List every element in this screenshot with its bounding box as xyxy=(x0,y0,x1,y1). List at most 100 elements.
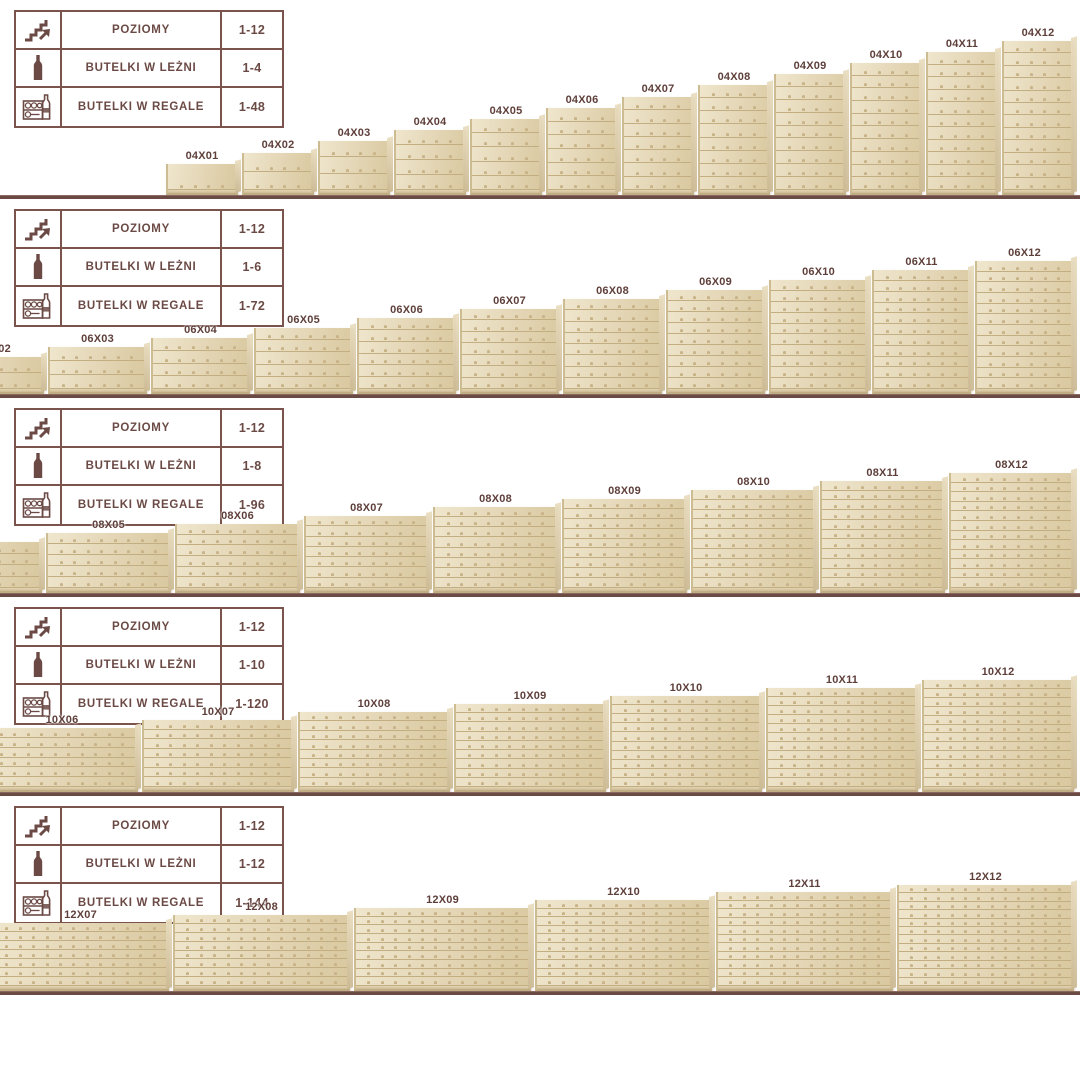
rack-item[interactable]: 08X12 xyxy=(949,459,1074,593)
rack-item[interactable]: 04X02 xyxy=(242,139,314,195)
bottle-cradle xyxy=(345,185,349,188)
bottle-cradle xyxy=(352,725,356,729)
bottle-cradle xyxy=(874,719,878,722)
rack-item[interactable]: 12X11 xyxy=(716,878,893,991)
rack-item[interactable]: 12X07 xyxy=(0,909,169,991)
rack-item[interactable]: 12X09 xyxy=(354,894,531,991)
bottle-cradle xyxy=(590,339,594,342)
rack-item[interactable]: 06X02 xyxy=(0,343,44,394)
bottle-cradle xyxy=(769,946,773,950)
rack-item[interactable]: 04X05 xyxy=(470,105,542,195)
bottle-cradle xyxy=(94,782,98,785)
bottle-cradle xyxy=(473,326,477,330)
bottle-cradle xyxy=(1016,683,1020,687)
rack-item[interactable]: 04X08 xyxy=(698,71,770,195)
bottle-cradle xyxy=(772,524,776,528)
rack-item[interactable]: 10X11 xyxy=(766,674,918,792)
bottle-cradle xyxy=(677,782,681,785)
bottle-cradle xyxy=(392,725,396,729)
rack-item[interactable]: 04X09 xyxy=(774,60,846,195)
bottle-cradle xyxy=(233,345,237,349)
bottle-cradle xyxy=(988,287,992,291)
bottle-cradle xyxy=(169,724,173,728)
rack-item[interactable]: 06X09 xyxy=(666,276,765,394)
rack-item[interactable]: 04X06 xyxy=(546,94,618,195)
bottle-cradle xyxy=(508,754,512,758)
bottle-cradle xyxy=(711,132,715,136)
rack-item[interactable]: 06X03 xyxy=(48,333,147,394)
rack-item[interactable]: 12X12 xyxy=(897,871,1074,991)
rack-item[interactable]: 06X07 xyxy=(460,295,559,394)
bottle-cradle xyxy=(421,155,425,158)
rack-item[interactable]: 08X07 xyxy=(304,502,429,593)
rack-item[interactable]: 08X04 xyxy=(0,528,42,593)
rack-item[interactable]: 06X11 xyxy=(872,256,971,394)
rack-illustration xyxy=(298,712,450,792)
rack-item[interactable]: 12X08 xyxy=(173,901,350,991)
bottle-cradle xyxy=(18,972,22,975)
bottle-cradle xyxy=(226,963,230,967)
rack-item[interactable]: 10X09 xyxy=(454,690,606,792)
rack-shelf xyxy=(951,473,1072,482)
rack-item[interactable]: 08X10 xyxy=(691,476,816,593)
rack-item[interactable]: 10X12 xyxy=(922,666,1074,792)
rack-item[interactable]: 08X09 xyxy=(562,485,687,593)
bottle-cradle xyxy=(112,936,116,939)
bottle-cradle xyxy=(447,963,451,967)
bottle-cradle xyxy=(311,725,315,729)
rack-item[interactable]: 04X03 xyxy=(318,127,390,195)
bottle-cradle xyxy=(398,336,402,340)
rack-item[interactable]: 08X11 xyxy=(820,467,945,593)
bottle-cradle xyxy=(280,981,283,984)
rack-item[interactable]: 04X12 xyxy=(1002,27,1074,195)
rack-item[interactable]: 08X06 xyxy=(175,510,300,593)
bottle-cradle xyxy=(914,544,918,548)
rack-item[interactable]: 10X06 xyxy=(0,714,138,792)
rack-item[interactable]: 04X11 xyxy=(926,38,998,195)
rack-item[interactable]: 04X01 xyxy=(166,150,238,195)
bottle-cradle xyxy=(801,107,805,111)
bottle-cradle xyxy=(1043,287,1047,291)
bottle-cradle xyxy=(963,981,967,984)
rack-item[interactable]: 08X05 xyxy=(46,519,171,593)
bottle-cradle xyxy=(487,963,491,967)
rack-shelf xyxy=(175,958,348,967)
bottle-cradle xyxy=(420,954,424,958)
bottle-cradle xyxy=(239,936,243,940)
bottle-cradle xyxy=(954,340,958,344)
bottle-cradle xyxy=(72,936,76,939)
rack-item[interactable]: 10X07 xyxy=(142,706,294,792)
rack-shelf xyxy=(874,344,969,356)
bottle-cradle xyxy=(576,339,580,342)
rack-item[interactable]: 06X04 xyxy=(151,324,250,394)
rack-item[interactable]: 04X10 xyxy=(850,49,922,195)
rack-item[interactable]: 06X12 xyxy=(975,247,1074,394)
rack-item[interactable]: 06X06 xyxy=(357,304,456,394)
spec-label-bottles-per-shelf: BUTELKI W LEŻNI xyxy=(62,50,222,86)
bottle-cradle xyxy=(885,384,889,387)
bottle-cradle xyxy=(500,572,504,576)
rack-item[interactable]: 10X10 xyxy=(610,682,762,792)
rack-item[interactable]: 06X08 xyxy=(563,285,662,394)
rack-item[interactable]: 10X08 xyxy=(298,698,450,792)
rack-base xyxy=(624,189,692,193)
bottle-cradle xyxy=(155,724,159,728)
rack-item[interactable]: 06X10 xyxy=(769,266,868,394)
bottle-cradle xyxy=(668,963,672,967)
bottle-cradle xyxy=(1015,122,1019,126)
rack-item[interactable]: 04X04 xyxy=(394,116,466,195)
bottle-cradle xyxy=(809,938,813,942)
rack-item[interactable]: 08X08 xyxy=(433,493,558,593)
bottle-cradle xyxy=(801,133,805,137)
bottle-cradle xyxy=(1044,972,1048,976)
rack-item[interactable]: 12X10 xyxy=(535,886,712,991)
rack-item[interactable]: 04X07 xyxy=(622,83,694,195)
bottle-cradle xyxy=(535,745,539,749)
bottle-cradle xyxy=(1003,782,1007,785)
bottle-cradle xyxy=(847,773,851,776)
bottle-cradle xyxy=(720,351,724,354)
bottle-cradle xyxy=(836,912,840,916)
bottle-cradle xyxy=(127,561,131,564)
rack-item[interactable]: 06X05 xyxy=(254,314,353,394)
bottle-cradle xyxy=(782,929,786,933)
